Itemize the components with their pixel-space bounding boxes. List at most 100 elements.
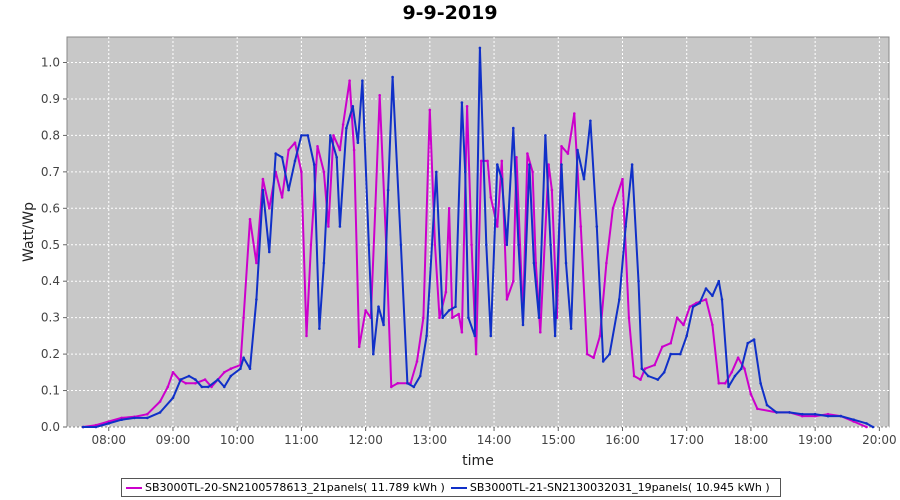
data-point-series-1 xyxy=(813,414,817,418)
data-point-series-2 xyxy=(216,378,220,381)
data-point-series-2 xyxy=(473,334,477,338)
data-point-series-2 xyxy=(463,170,467,174)
data-point-series-1 xyxy=(592,356,595,360)
data-point-series-1 xyxy=(166,385,170,389)
data-point-series-1 xyxy=(515,156,518,159)
data-point-series-2 xyxy=(171,396,175,400)
data-point-series-2 xyxy=(813,412,817,416)
data-point-series-2 xyxy=(788,411,791,414)
data-point-series-2 xyxy=(207,385,210,389)
data-point-series-2 xyxy=(532,261,536,265)
data-point-series-2 xyxy=(194,378,197,381)
data-point-series-2 xyxy=(441,316,445,320)
x-tick-label: 17:00 xyxy=(669,433,704,447)
data-point-series-2 xyxy=(759,382,762,385)
data-point-series-2 xyxy=(329,134,332,137)
series-line-1 xyxy=(82,79,867,428)
data-point-series-2 xyxy=(391,75,394,79)
legend-item-series-2: SB3000TL-21-SN2130032031_19panels( 10.94… xyxy=(450,481,770,494)
data-point-series-1 xyxy=(611,207,615,210)
data-point-series-1 xyxy=(573,112,576,115)
data-point-series-2 xyxy=(601,360,605,363)
data-point-series-2 xyxy=(158,411,162,414)
data-point-series-1 xyxy=(730,371,733,374)
data-point-series-1 xyxy=(756,407,759,411)
data-point-series-2 xyxy=(720,298,724,301)
data-point-series-1 xyxy=(531,170,534,174)
data-point-series-2 xyxy=(255,298,258,301)
data-point-series-2 xyxy=(274,152,278,155)
data-point-series-2 xyxy=(521,323,525,327)
data-point-series-2 xyxy=(248,367,252,371)
data-point-series-1 xyxy=(332,134,335,137)
data-point-series-1 xyxy=(255,261,258,265)
data-point-series-1 xyxy=(632,374,636,378)
data-point-series-1 xyxy=(496,225,499,228)
data-point-series-2 xyxy=(852,418,855,422)
data-point-series-2 xyxy=(704,287,708,290)
data-point-series-2 xyxy=(435,170,438,174)
data-point-series-2 xyxy=(544,134,547,137)
data-point-series-1 xyxy=(203,378,207,381)
data-point-series-2 xyxy=(478,46,482,50)
data-point-series-1 xyxy=(194,382,197,385)
data-point-series-1 xyxy=(470,243,473,247)
data-point-series-1 xyxy=(826,412,830,416)
data-point-series-1 xyxy=(444,290,448,294)
data-point-series-1 xyxy=(479,159,483,163)
data-point-series-2 xyxy=(576,148,579,152)
data-point-series-2 xyxy=(871,425,875,429)
data-point-series-2 xyxy=(669,352,672,356)
data-point-series-1 xyxy=(500,159,504,163)
data-point-series-1 xyxy=(327,225,330,228)
data-point-series-2 xyxy=(679,352,682,356)
data-point-series-1 xyxy=(378,94,382,97)
data-point-series-1 xyxy=(460,330,464,334)
x-tick-label: 13:00 xyxy=(413,433,448,447)
data-point-series-1 xyxy=(736,356,740,360)
y-tick-label: 1.0 xyxy=(41,56,60,70)
data-point-series-2 xyxy=(839,414,843,418)
data-point-series-2 xyxy=(564,261,568,265)
data-point-series-2 xyxy=(489,334,493,338)
data-point-series-2 xyxy=(94,425,98,429)
data-point-series-2 xyxy=(300,134,303,137)
data-point-series-1 xyxy=(352,148,356,152)
data-point-series-1 xyxy=(717,382,721,385)
data-point-series-2 xyxy=(801,412,804,416)
data-point-series-1 xyxy=(171,371,175,374)
x-axis-title: time xyxy=(462,453,494,469)
data-point-series-2 xyxy=(335,156,339,159)
data-point-series-2 xyxy=(637,279,640,283)
data-point-series-1 xyxy=(280,196,284,199)
data-point-series-2 xyxy=(630,163,634,166)
data-point-series-1 xyxy=(158,400,162,403)
data-point-series-2 xyxy=(81,425,85,429)
data-point-series-1 xyxy=(639,378,642,381)
data-point-series-2 xyxy=(399,243,403,247)
data-point-series-2 xyxy=(865,422,868,425)
data-point-series-1 xyxy=(512,279,515,283)
data-point-series-1 xyxy=(749,392,753,396)
y-tick-label: 0.2 xyxy=(41,347,60,361)
data-point-series-1 xyxy=(248,217,252,221)
data-point-series-2 xyxy=(306,134,310,137)
y-tick-label: 0.4 xyxy=(41,274,60,288)
data-point-series-2 xyxy=(418,374,422,378)
data-point-series-1 xyxy=(688,305,692,309)
data-point-series-1 xyxy=(723,382,727,385)
data-point-series-2 xyxy=(377,305,380,309)
data-point-series-2 xyxy=(537,316,541,320)
data-point-series-2 xyxy=(367,243,371,247)
data-point-series-1 xyxy=(293,141,297,144)
data-point-series-1 xyxy=(316,145,319,148)
data-point-series-1 xyxy=(579,225,583,228)
data-point-series-1 xyxy=(261,177,265,181)
data-point-series-1 xyxy=(396,382,400,385)
data-point-series-2 xyxy=(595,225,599,228)
y-tick-label: 0.6 xyxy=(41,201,60,215)
data-point-series-2 xyxy=(107,422,110,425)
data-point-series-2 xyxy=(618,298,621,301)
data-point-series-2 xyxy=(500,177,504,181)
